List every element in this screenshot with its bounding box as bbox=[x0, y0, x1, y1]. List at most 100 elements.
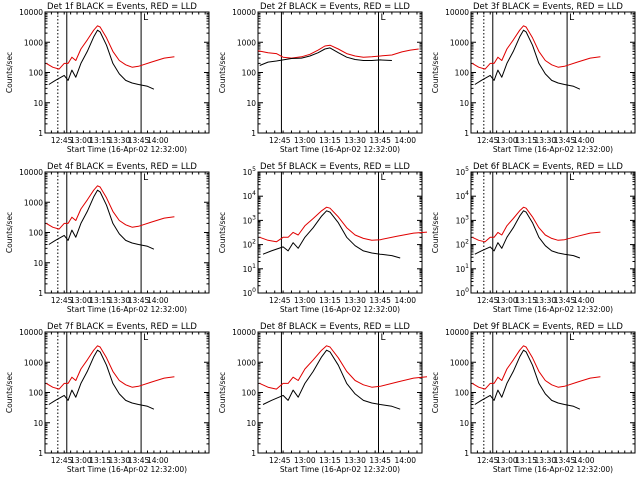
y-axis-title: Counts/sec bbox=[218, 212, 227, 253]
y-tick-label: 104 bbox=[456, 190, 470, 201]
y-axis-title: Counts/sec bbox=[218, 52, 227, 93]
lld-series-line bbox=[259, 345, 428, 390]
x-tick-label: 13:30 bbox=[109, 136, 131, 145]
chart-panel: Det 2f BLACK = Events, RED = LLD 1 10 100 10… bbox=[218, 2, 423, 154]
y-tick-label: 10000 bbox=[19, 328, 43, 337]
y-tick-label: 1000 bbox=[450, 38, 469, 47]
x-tick-label: 13:00 bbox=[496, 136, 518, 145]
y-tick-label: 10 bbox=[459, 419, 469, 428]
y-tick-label: 10 bbox=[33, 259, 43, 268]
x-tick-label: 12:45 bbox=[477, 456, 499, 465]
x-tick-label: 12:45 bbox=[269, 456, 291, 465]
corner-marker: L bbox=[569, 333, 574, 343]
y-tick-label: 102 bbox=[456, 239, 470, 250]
x-tick-label: 13:30 bbox=[109, 456, 131, 465]
x-axis-title: Start Time (16-Apr-02 12:32:00) bbox=[67, 465, 187, 474]
events-series-line bbox=[48, 189, 155, 250]
corner-marker: L bbox=[143, 173, 148, 183]
panel-title: Det 7f BLACK = Events, RED = LLD bbox=[47, 322, 197, 332]
x-tick-label: 13:15 bbox=[515, 296, 537, 305]
y-axis-title: Counts/sec bbox=[5, 212, 14, 253]
chart-panel: Det 7f BLACK = Events, RED = LLD 1 10 100 10… bbox=[5, 322, 210, 474]
plot-frame bbox=[257, 11, 423, 134]
panel-title: Det 8f BLACK = Events, RED = LLD bbox=[260, 322, 410, 332]
x-tick-label: 14:00 bbox=[394, 296, 416, 305]
panel-title: Det 6f BLACK = Events, RED = LLD bbox=[473, 162, 623, 172]
events-series-line bbox=[259, 47, 392, 66]
events-series-line bbox=[48, 349, 155, 410]
x-axis-title: Start Time (16-Apr-02 12:32:00) bbox=[493, 305, 613, 314]
corner-marker: L bbox=[380, 333, 385, 343]
x-axis-title: Start Time (16-Apr-02 12:32:00) bbox=[280, 305, 400, 314]
x-tick-label: 13:30 bbox=[344, 136, 366, 145]
y-tick-label: 100 bbox=[243, 287, 257, 298]
x-tick-label: 13:45 bbox=[128, 296, 150, 305]
x-tick-label: 14:00 bbox=[573, 136, 595, 145]
y-tick-label: 1000 bbox=[237, 38, 256, 47]
x-tick-label: 12:45 bbox=[51, 136, 73, 145]
x-tick-label: 13:30 bbox=[344, 456, 366, 465]
corner-marker: L bbox=[569, 13, 574, 23]
x-tick-label: 13:15 bbox=[89, 296, 111, 305]
y-tick-label: 1000 bbox=[24, 198, 43, 207]
x-tick-label: 13:15 bbox=[89, 456, 111, 465]
y-tick-label: 103 bbox=[456, 214, 470, 225]
plot-frame bbox=[44, 11, 210, 134]
y-tick-label: 1 bbox=[38, 449, 43, 458]
lld-series-line bbox=[46, 185, 175, 230]
x-tick-label: 14:00 bbox=[573, 296, 595, 305]
chart-panel: Det 4f BLACK = Events, RED = LLD 1 10 100 10… bbox=[5, 162, 210, 314]
x-tick-label: 13:30 bbox=[535, 296, 557, 305]
panel-title: Det 9f BLACK = Events, RED = LLD bbox=[473, 322, 623, 332]
lld-series-line bbox=[46, 25, 175, 70]
x-tick-label: 13:00 bbox=[70, 296, 92, 305]
x-axis-title: Start Time (16-Apr-02 12:32:00) bbox=[67, 305, 187, 314]
x-tick-label: 13:00 bbox=[496, 456, 518, 465]
x-tick-label: 14:00 bbox=[394, 456, 416, 465]
x-tick-label: 13:00 bbox=[70, 456, 92, 465]
x-tick-label: 13:00 bbox=[294, 136, 316, 145]
x-axis-title: Start Time (16-Apr-02 12:32:00) bbox=[280, 145, 400, 154]
y-axis-title: Counts/sec bbox=[431, 52, 440, 93]
x-tick-label: 12:45 bbox=[477, 296, 499, 305]
plot-frame bbox=[470, 331, 636, 454]
x-tick-label: 13:45 bbox=[128, 456, 150, 465]
x-tick-label: 13:15 bbox=[319, 296, 341, 305]
y-tick-label: 101 bbox=[243, 263, 257, 274]
events-series-line bbox=[262, 210, 401, 259]
y-tick-label: 1 bbox=[464, 129, 469, 138]
x-tick-label: 13:00 bbox=[294, 456, 316, 465]
corner-marker: L bbox=[143, 333, 148, 343]
y-tick-label: 1 bbox=[251, 449, 256, 458]
lld-series-line bbox=[472, 25, 601, 70]
corner-marker: L bbox=[380, 173, 385, 183]
y-tick-label: 1 bbox=[38, 289, 43, 298]
lld-series-line bbox=[257, 44, 419, 59]
y-tick-label: 100 bbox=[29, 69, 44, 78]
events-series-line bbox=[474, 29, 581, 90]
x-tick-label: 13:45 bbox=[369, 136, 391, 145]
y-axis-title: Counts/sec bbox=[431, 372, 440, 413]
panel-title: Det 3f BLACK = Events, RED = LLD bbox=[473, 2, 623, 12]
events-series-line bbox=[474, 349, 581, 410]
x-tick-label: 13:30 bbox=[535, 136, 557, 145]
y-tick-label: 100 bbox=[242, 69, 257, 78]
x-tick-label: 13:45 bbox=[369, 296, 391, 305]
y-tick-label: 1000 bbox=[237, 358, 256, 367]
y-axis-title: Counts/sec bbox=[218, 372, 227, 413]
x-tick-label: 13:15 bbox=[515, 136, 537, 145]
x-axis-title: Start Time (16-Apr-02 12:32:00) bbox=[493, 145, 613, 154]
plot-frame bbox=[257, 171, 423, 294]
y-tick-label: 105 bbox=[456, 166, 470, 177]
y-tick-label: 100 bbox=[455, 389, 470, 398]
plot-frame bbox=[44, 331, 210, 454]
lld-series-line bbox=[472, 345, 601, 390]
y-tick-label: 10000 bbox=[445, 8, 469, 17]
y-tick-label: 1 bbox=[464, 449, 469, 458]
y-tick-label: 1000 bbox=[450, 358, 469, 367]
x-tick-label: 14:00 bbox=[147, 296, 169, 305]
x-tick-label: 13:45 bbox=[554, 456, 576, 465]
chart-panel: Det 9f BLACK = Events, RED = LLD 1 10 100 10… bbox=[431, 322, 636, 474]
y-tick-label: 100 bbox=[29, 389, 44, 398]
